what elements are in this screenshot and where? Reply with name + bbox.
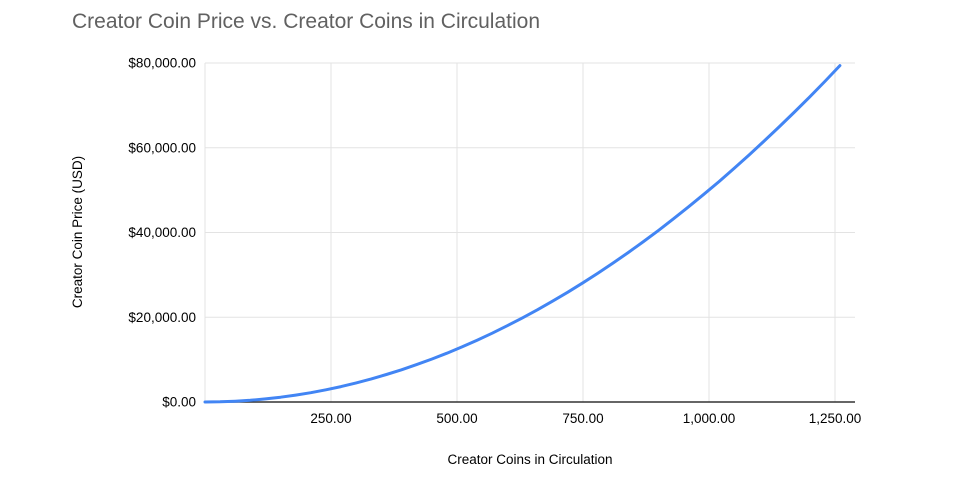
y-tick-label: $20,000.00 [128, 310, 196, 325]
y-axis-tick-labels: $0.00 $20,000.00 $40,000.00 $60,000.00 $… [128, 56, 196, 410]
x-tick-label: 250.00 [310, 411, 351, 426]
y-tick-label: $40,000.00 [128, 225, 196, 240]
y-tick-label: $0.00 [162, 395, 196, 410]
x-axis-title: Creator Coins in Circulation [447, 452, 612, 467]
x-tick-label: 500.00 [436, 411, 477, 426]
horizontal-gridlines [205, 62, 855, 318]
y-axis-title: Creator Coin Price (USD) [70, 156, 85, 308]
x-tick-label: 750.00 [562, 411, 603, 426]
chart-title: Creator Coin Price vs. Creator Coins in … [72, 10, 540, 33]
vertical-gridlines [204, 63, 836, 402]
y-tick-label: $80,000.00 [128, 56, 196, 71]
x-axis-tick-labels: 250.00 500.00 750.00 1,000.00 1,250.00 [310, 411, 861, 426]
price-curve [203, 64, 842, 404]
x-tick-label: 1,000.00 [683, 411, 736, 426]
y-tick-label: $60,000.00 [128, 140, 196, 155]
x-tick-label: 1,250.00 [809, 411, 862, 426]
